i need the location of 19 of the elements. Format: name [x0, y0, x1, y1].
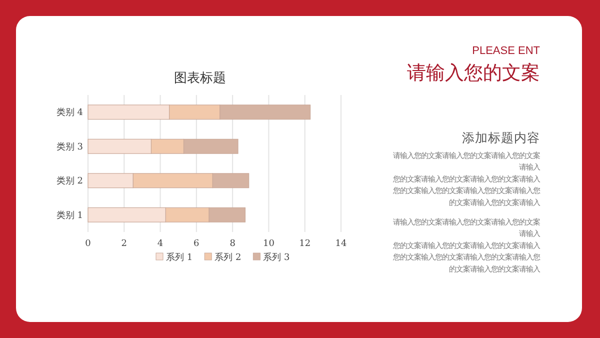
legend-label: 系列 1 [166, 252, 193, 263]
x-tick-label: 6 [194, 239, 200, 249]
text: 添加标题内容 [462, 130, 540, 145]
chart-title: 图表标题 [174, 71, 226, 86]
text: PLEASE ENT [472, 45, 540, 57]
x-tick-label: 12 [299, 239, 311, 249]
x-tick-label: 2 [121, 239, 128, 249]
x-tick-label: 10 [262, 239, 275, 249]
x-tick-label: 8 [230, 239, 236, 249]
legend-label: 系列 2 [214, 252, 242, 263]
y-tick-label: 类别 4 [56, 107, 84, 118]
legend-label: 系列 3 [263, 252, 290, 263]
y-tick-label: 类别 1 [56, 210, 83, 221]
y-tick-label: 类别 2 [56, 176, 83, 187]
text: 请输入您的文案 [407, 62, 540, 84]
x-tick-label: 0 [85, 239, 92, 249]
x-tick-label: 4 [157, 239, 164, 249]
y-tick-label: 类别 3 [56, 141, 84, 152]
x-tick-label: 14 [335, 239, 347, 249]
